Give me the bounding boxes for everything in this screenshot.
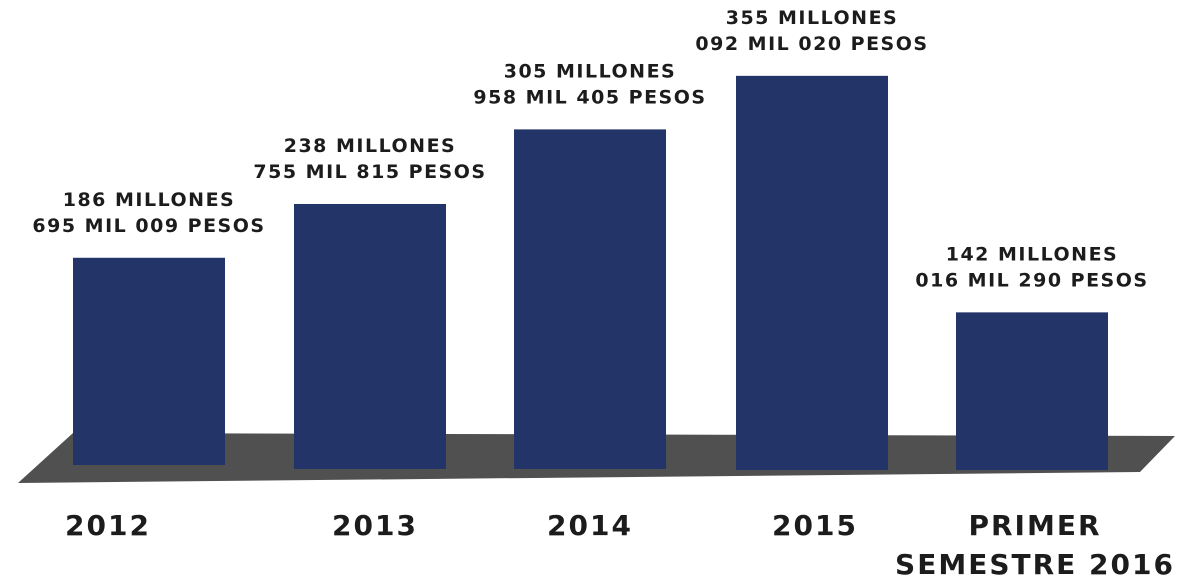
value-label: 355 MILLONES 092 MIL 020 PESOS	[695, 7, 928, 55]
category-label: 2014	[547, 509, 633, 542]
value-label-line: 305 MILLONES	[504, 60, 677, 82]
bar-2013	[294, 203, 446, 469]
value-label-line: 355 MILLONES	[726, 7, 899, 29]
value-label: 186 MILLONES 695 MIL 009 PESOS	[32, 189, 265, 237]
bar-2012	[73, 257, 225, 465]
value-label: 305 MILLONES 958 MIL 405 PESOS	[473, 60, 706, 108]
category-labels-group: 2012 2013 2014 2015 PRIMER SEMESTRE 2016	[65, 509, 1175, 578]
category-label-line: 2014	[547, 509, 633, 542]
category-label: 2012	[65, 509, 151, 542]
category-label: 2013	[332, 509, 418, 542]
category-label: 2015	[772, 509, 858, 542]
category-label-line: 2012	[65, 509, 151, 542]
value-label: 142 MILLONES 016 MIL 290 PESOS	[915, 243, 1148, 291]
value-label: 238 MILLONES 755 MIL 815 PESOS	[253, 135, 486, 183]
value-label-line: 186 MILLONES	[63, 189, 236, 211]
value-label-line: 755 MIL 815 PESOS	[253, 161, 486, 183]
value-labels-group: 186 MILLONES 695 MIL 009 PESOS 238 MILLONE…	[32, 7, 1148, 292]
category-label-line: 2015	[772, 509, 858, 542]
value-label-line: 958 MIL 405 PESOS	[473, 86, 706, 108]
category-label-line: SEMESTRE 2016	[895, 548, 1175, 578]
value-label-line: 238 MILLONES	[284, 135, 457, 157]
value-label-line: 142 MILLONES	[946, 243, 1119, 265]
category-label: PRIMER SEMESTRE 2016	[895, 509, 1175, 578]
category-label-line: 2013	[332, 509, 418, 542]
bar-2015	[736, 75, 888, 471]
value-label-line: 092 MIL 020 PESOS	[695, 33, 928, 55]
bar-primer-semestre-2016	[956, 312, 1108, 470]
category-label-line: PRIMER	[968, 509, 1101, 542]
bars-group	[73, 75, 1108, 471]
value-label-line: 695 MIL 009 PESOS	[32, 215, 265, 237]
value-label-line: 016 MIL 290 PESOS	[915, 269, 1148, 291]
bar-2014	[514, 129, 666, 469]
